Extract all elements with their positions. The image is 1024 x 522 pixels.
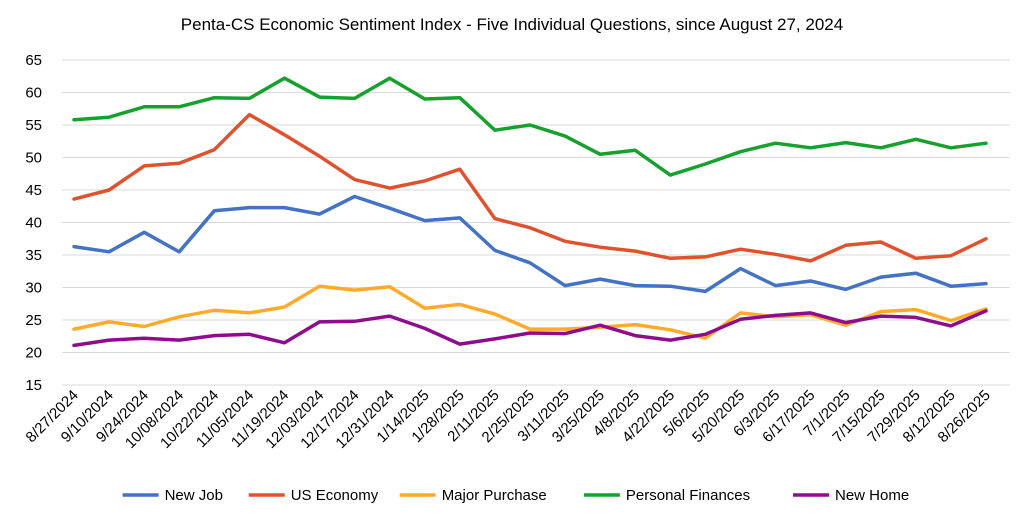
legend: New Job US Economy Major Purchase Personal … — [122, 487, 909, 504]
series-line-us-economy — [72, 112, 988, 263]
y-tick-label: 60 — [25, 85, 42, 102]
series-line-new-home — [72, 309, 988, 348]
legend-label-new-job: New Job — [165, 487, 223, 504]
legend-label-us-economy: US Economy — [291, 487, 379, 504]
legend-label-personal-finances: Personal Finances — [626, 487, 750, 504]
y-tick-label: 15 — [25, 377, 42, 394]
y-axis-ticks: 15 20 25 30 35 40 45 50 55 60 65 — [25, 52, 42, 394]
y-tick-label: 45 — [25, 182, 42, 199]
y-tick-label: 40 — [25, 215, 42, 232]
chart-title: Penta-CS Economic Sentiment Index - Five… — [181, 15, 843, 34]
y-tick-label: 25 — [25, 312, 42, 329]
legend-label-major-purchase: Major Purchase — [442, 487, 547, 504]
y-tick-label: 55 — [25, 117, 42, 134]
y-tick-label: 30 — [25, 280, 42, 297]
series-lines — [72, 76, 988, 348]
gridlines — [62, 59, 1010, 386]
y-tick-label: 35 — [25, 247, 42, 264]
legend-label-new-home: New Home — [835, 487, 909, 504]
y-tick-label: 65 — [25, 52, 42, 69]
series-line-personal-finances — [72, 76, 988, 177]
series-line-new-job — [72, 194, 988, 294]
y-tick-label: 20 — [25, 345, 42, 362]
x-axis-ticks: 8/27/20249/10/20249/24/202410/08/202410/… — [23, 387, 994, 452]
series-line-major-purchase — [72, 284, 988, 340]
y-tick-label: 50 — [25, 150, 42, 167]
